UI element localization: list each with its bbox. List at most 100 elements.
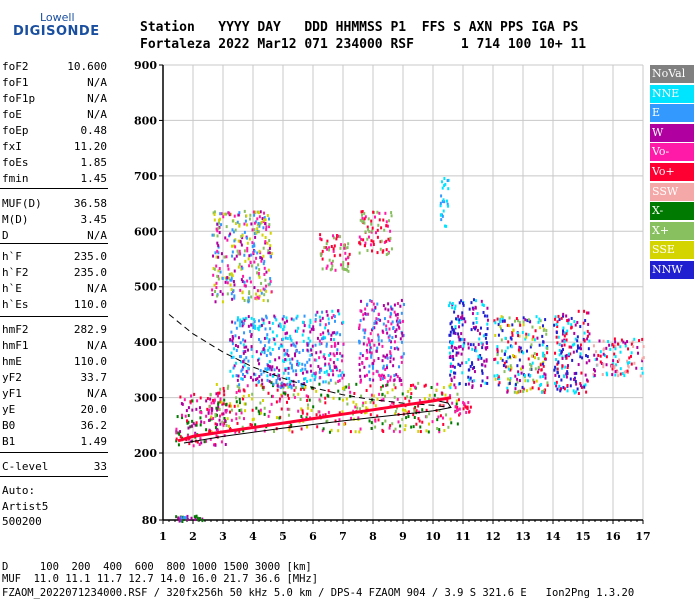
echo-point xyxy=(449,386,452,390)
echo-point xyxy=(304,367,307,371)
echo-point xyxy=(338,379,341,383)
param-value-hmf2: 282.9 xyxy=(73,323,107,336)
echo-point xyxy=(318,342,321,346)
echo-point xyxy=(344,251,347,255)
echo-point xyxy=(482,310,485,314)
echo-point xyxy=(362,328,365,332)
echo-point xyxy=(241,324,244,328)
echo-point xyxy=(370,353,373,357)
echo-point xyxy=(367,235,370,239)
echo-point xyxy=(336,348,339,352)
echo-point xyxy=(404,396,407,400)
legend-item-e: E xyxy=(650,104,694,123)
echo-point xyxy=(223,212,226,216)
echo-point xyxy=(318,356,321,360)
echo-point xyxy=(457,335,460,339)
echo-point xyxy=(236,421,239,425)
echo-point xyxy=(262,254,265,258)
echo-point xyxy=(395,373,398,377)
echo-point xyxy=(315,351,318,355)
echo-point xyxy=(439,204,442,208)
echo-point xyxy=(253,221,256,225)
echo-point xyxy=(319,399,322,403)
param-name-foe: foE xyxy=(2,108,22,121)
echo-point xyxy=(560,344,563,348)
echo-point xyxy=(440,218,443,222)
echo-point xyxy=(386,356,389,360)
echo-point xyxy=(636,345,639,349)
echo-point xyxy=(387,335,390,339)
echo-point xyxy=(314,343,317,347)
echo-point xyxy=(430,386,433,390)
echo-point xyxy=(242,317,245,321)
echo-point xyxy=(449,362,452,366)
echo-point xyxy=(532,335,535,339)
echo-point xyxy=(388,426,391,430)
echo-point xyxy=(198,442,201,446)
echo-point xyxy=(396,312,399,316)
echo-point xyxy=(481,371,484,375)
echo-point xyxy=(271,347,274,351)
echo-point xyxy=(256,377,259,381)
echo-point xyxy=(238,355,241,359)
echo-point xyxy=(358,368,361,372)
echo-point xyxy=(614,344,617,348)
echo-point xyxy=(310,353,313,357)
echo-point xyxy=(419,430,422,434)
echo-point xyxy=(305,416,308,420)
panel-divider xyxy=(0,243,108,244)
echo-point xyxy=(266,374,269,378)
echo-point xyxy=(216,423,219,427)
echo-point xyxy=(498,320,501,324)
echo-point xyxy=(243,249,246,253)
echo-point xyxy=(413,415,416,419)
echo-point xyxy=(268,379,271,383)
echo-point xyxy=(334,343,337,347)
echo-point xyxy=(259,324,262,328)
echo-point xyxy=(226,386,229,390)
echo-point xyxy=(535,315,538,319)
echo-point xyxy=(302,339,305,343)
echo-point xyxy=(216,234,219,238)
echo-point xyxy=(297,392,300,396)
echo-point xyxy=(274,342,277,346)
echo-point xyxy=(270,368,273,372)
echo-point xyxy=(376,370,379,374)
echo-point xyxy=(347,262,350,266)
echo-point xyxy=(216,222,219,226)
echo-point xyxy=(569,384,572,388)
echo-point xyxy=(220,252,223,256)
echo-point xyxy=(285,376,288,380)
echo-point xyxy=(364,241,367,245)
echo-point xyxy=(258,249,261,253)
legend-item-x-: X+ xyxy=(650,221,694,240)
echo-point xyxy=(277,324,280,328)
echo-point xyxy=(258,268,261,272)
echo-point xyxy=(218,231,221,235)
echo-point xyxy=(209,397,212,401)
echo-point xyxy=(270,290,273,294)
echo-point xyxy=(457,362,460,366)
echo-point xyxy=(369,332,372,336)
echo-point xyxy=(413,409,416,413)
echo-point xyxy=(522,387,525,391)
echo-point xyxy=(201,519,204,523)
echo-point xyxy=(627,347,630,351)
echo-point xyxy=(376,235,379,239)
echo-point xyxy=(358,251,361,255)
echo-point xyxy=(453,307,456,311)
echo-point xyxy=(287,396,290,400)
echo-point xyxy=(208,405,211,409)
echo-point xyxy=(626,340,629,344)
echo-point xyxy=(301,367,304,371)
echo-point xyxy=(258,215,261,219)
echo-point xyxy=(533,352,536,356)
echo-point xyxy=(471,367,474,371)
echo-point xyxy=(323,370,326,374)
echo-point xyxy=(359,242,362,246)
echo-point xyxy=(361,210,364,214)
echo-point xyxy=(275,366,278,370)
echo-point xyxy=(269,277,272,281)
echo-point xyxy=(332,373,335,377)
echo-point xyxy=(215,392,218,396)
